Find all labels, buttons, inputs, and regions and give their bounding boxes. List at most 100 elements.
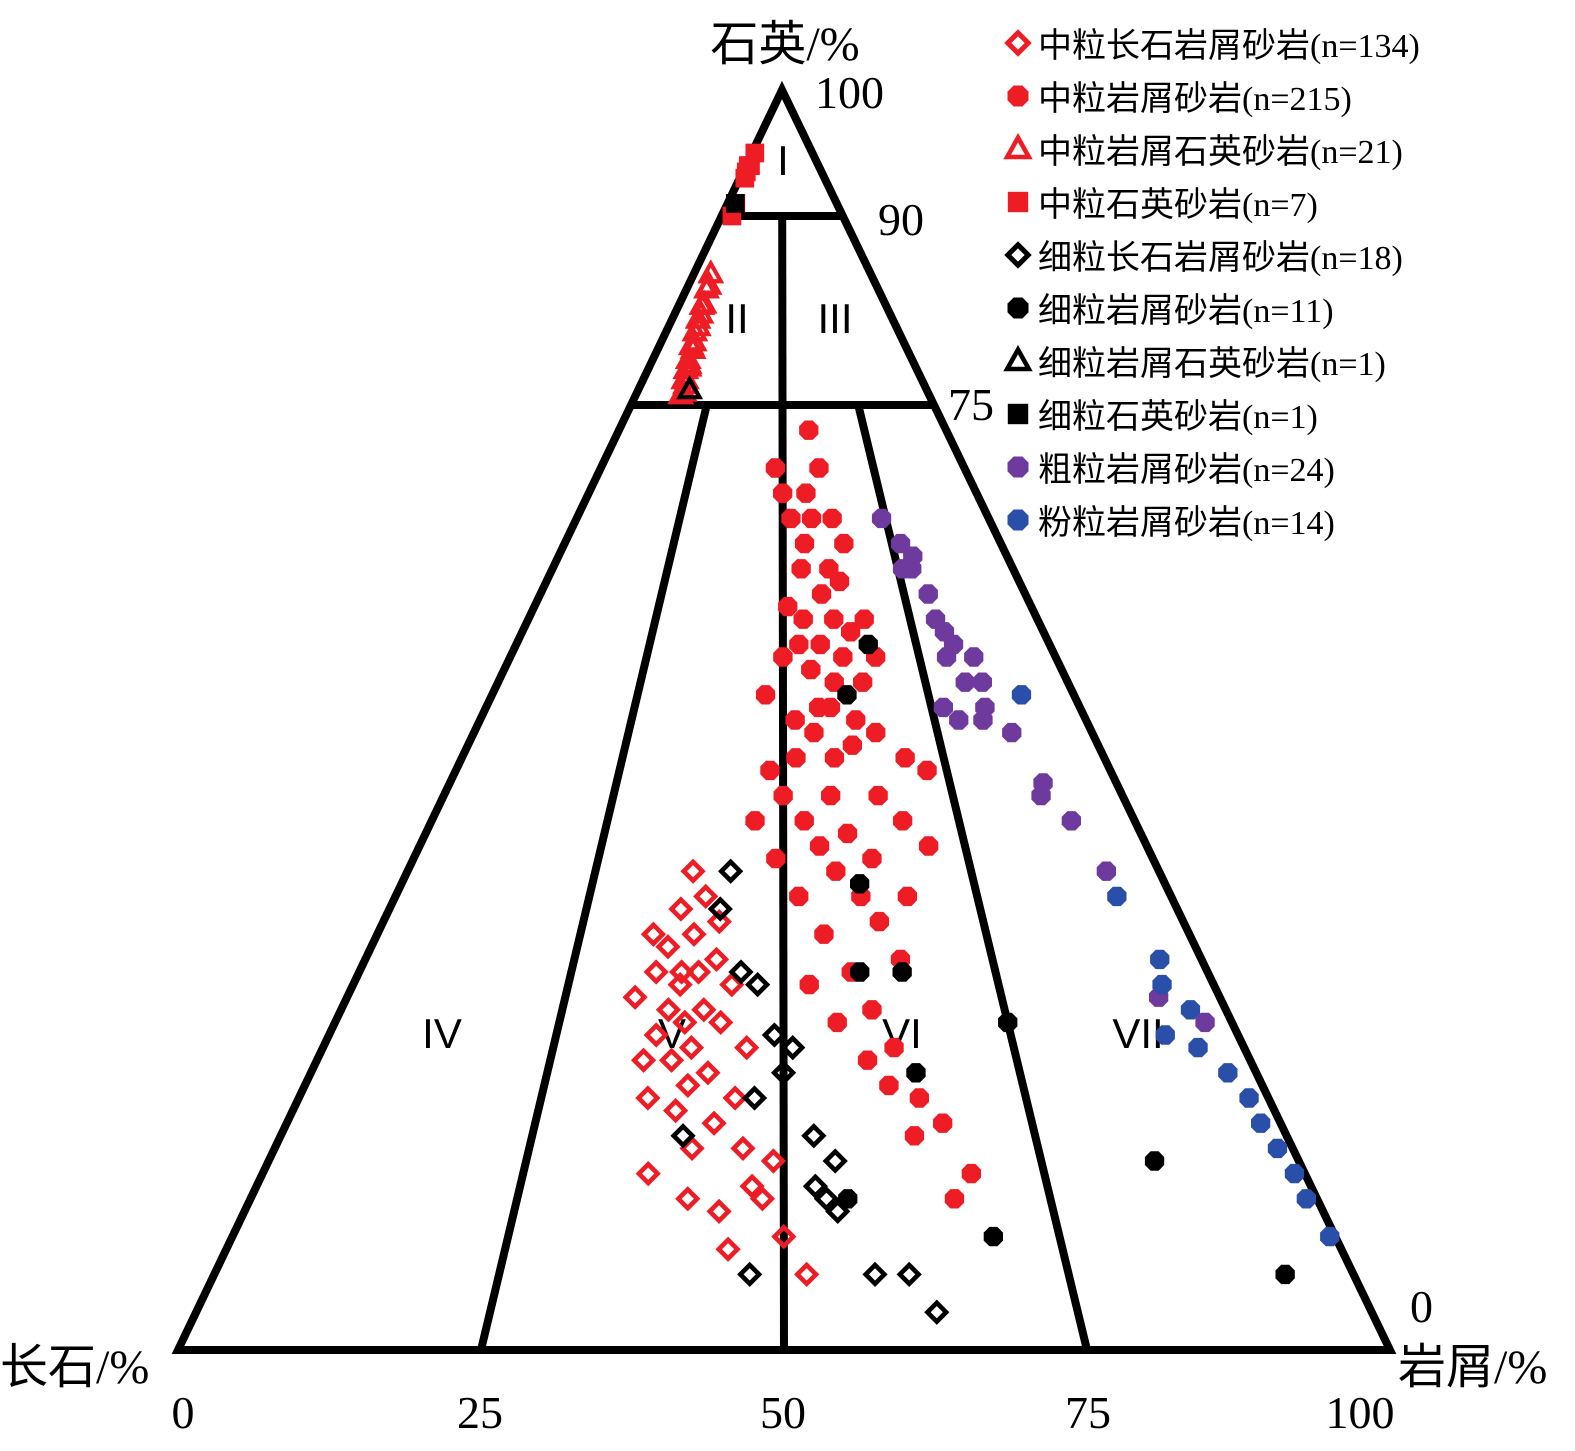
data-point [675, 1186, 701, 1212]
data-point [1061, 811, 1081, 831]
field-label-2: II [725, 295, 748, 342]
axis-title-lithic: 岩屑/% [1398, 1341, 1547, 1394]
data-point [799, 420, 819, 440]
data-point [824, 748, 845, 768]
data-point [802, 1173, 828, 1199]
data-point [635, 1160, 661, 1187]
tick-bottom-100: 100 [1326, 1387, 1395, 1438]
data-point [811, 584, 832, 604]
data-point [728, 959, 754, 985]
line-fl50 [778, 215, 788, 1351]
data-point [706, 1198, 732, 1225]
series-8 [725, 194, 745, 213]
legend-marker [1007, 509, 1029, 531]
data-point [708, 1009, 734, 1036]
series-7 [676, 375, 704, 400]
legend-label: 细粒岩屑石英砂岩(n=1) [1038, 345, 1386, 383]
data-point [760, 760, 780, 781]
data-point [837, 823, 858, 844]
data-point [643, 1022, 669, 1048]
data-point [630, 1047, 657, 1073]
data-point [814, 924, 834, 944]
data-point [822, 508, 842, 529]
field-label-4: IV [422, 1010, 462, 1057]
tick-top-75: 75 [948, 379, 994, 430]
data-point [676, 375, 704, 400]
data-point [933, 697, 953, 718]
data-point [871, 508, 892, 529]
data-point [826, 861, 846, 881]
tick-bottom-50: 50 [760, 1387, 806, 1438]
data-point [801, 1123, 827, 1149]
legend-item-4: 中粒石英砂岩(n=7) [1007, 186, 1318, 224]
legend-item-7: 细粒岩屑石英砂岩(n=1) [1003, 344, 1386, 383]
data-point [707, 896, 733, 922]
data-point [739, 1173, 765, 1199]
legend-label: 中粒石英砂岩(n=7) [1038, 186, 1318, 224]
data-point [622, 984, 648, 1010]
data-point [1195, 1012, 1215, 1033]
data-point [838, 1189, 858, 1209]
tick-top-100: 100 [815, 67, 884, 118]
data-point [975, 697, 995, 718]
data-point [687, 299, 715, 324]
data-point [1218, 1063, 1238, 1083]
legend-label: 细粒石英砂岩(n=1) [1038, 398, 1318, 436]
data-point [964, 647, 984, 667]
data-point [801, 508, 822, 529]
data-point [862, 848, 882, 869]
data-point [706, 908, 732, 935]
series-4 [722, 143, 765, 226]
data-point [675, 1072, 701, 1099]
data-point [919, 836, 939, 856]
data-point [693, 883, 719, 910]
data-point [643, 959, 669, 985]
data-point [681, 921, 707, 947]
data-point [854, 609, 874, 629]
data-point [834, 533, 854, 554]
data-point [680, 327, 708, 352]
legend-item-5: 细粒长石岩屑砂岩(n=18) [1004, 239, 1403, 277]
series-3 [667, 259, 725, 405]
data-point [827, 1012, 847, 1033]
data-point [785, 710, 805, 730]
legend-label: 粗粒岩屑砂岩(n=24) [1038, 451, 1335, 489]
data-point [761, 1022, 788, 1048]
data-point [668, 959, 695, 985]
data-point [842, 735, 862, 755]
legend-marker [1007, 85, 1029, 107]
data-point [824, 609, 844, 629]
data-point [770, 1060, 797, 1086]
data-point [853, 672, 873, 692]
legend-label: 细粒长石岩屑砂岩(n=18) [1038, 239, 1403, 277]
data-point [737, 1261, 763, 1288]
data-point [778, 596, 798, 617]
data-point [820, 697, 841, 718]
data-point [789, 634, 809, 655]
series-2 [745, 420, 981, 1209]
data-point [897, 886, 917, 907]
axis-labels: 石英/% 长石/% 岩屑/% 100 90 75 0 0 25 50 75 10… [0, 18, 1547, 1438]
data-points [622, 143, 1340, 1325]
data-point [821, 785, 841, 806]
data-point [918, 584, 938, 604]
data-point [1107, 886, 1127, 907]
data-point [903, 546, 923, 566]
axis-title-feldspar: 长石/% [0, 1341, 149, 1394]
data-point [667, 971, 693, 998]
data-point [755, 685, 776, 705]
data-point [794, 1261, 820, 1288]
data-point [773, 647, 793, 667]
data-point [703, 946, 730, 973]
data-point [695, 1060, 721, 1086]
data-point [846, 710, 866, 730]
data-point [680, 858, 706, 884]
legend-marker [1004, 241, 1032, 269]
data-point [793, 609, 813, 629]
data-point [773, 483, 793, 503]
data-point [794, 533, 815, 554]
data-point [949, 710, 969, 730]
data-point [1033, 773, 1053, 793]
data-point [715, 1236, 741, 1262]
data-point [1267, 1138, 1288, 1159]
